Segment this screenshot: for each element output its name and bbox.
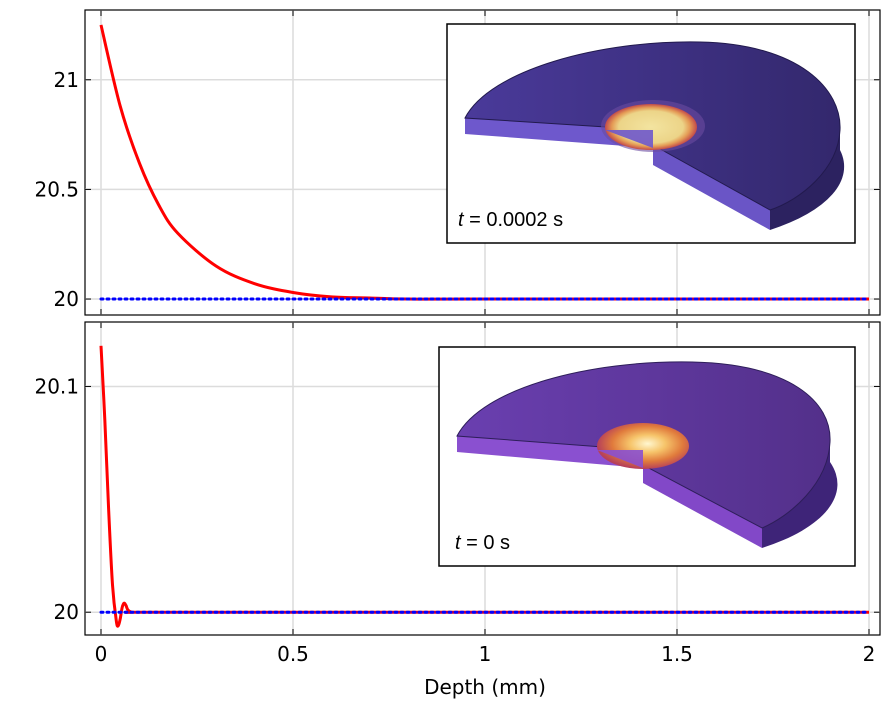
- y-tick-label: 20.1: [34, 374, 79, 398]
- x-tick-label: 0.5: [277, 642, 309, 666]
- inset-bottom-label: t = 0 s: [455, 532, 510, 554]
- series-line-solid: [99, 345, 869, 628]
- x-tick-label: 1: [479, 642, 492, 666]
- x-tick-label: 1.5: [661, 642, 693, 666]
- x-tick-label: 0: [95, 642, 108, 666]
- y-tick-label: 20: [54, 600, 79, 624]
- x-axis-label: Depth (mm): [424, 675, 546, 699]
- disc-render-top: [464, 41, 845, 230]
- y-tick-label: 21: [54, 68, 79, 92]
- y-tick-label: 20.5: [34, 177, 79, 201]
- inset-top: t = 0.0002 s: [446, 23, 856, 244]
- inset-top-label: t = 0.0002 s: [458, 209, 563, 231]
- y-tick-label: 20: [54, 287, 79, 311]
- disc-render-bottom: [456, 361, 838, 548]
- inset-bottom: t = 0 s: [438, 346, 856, 567]
- x-tick-label: 2: [863, 642, 876, 666]
